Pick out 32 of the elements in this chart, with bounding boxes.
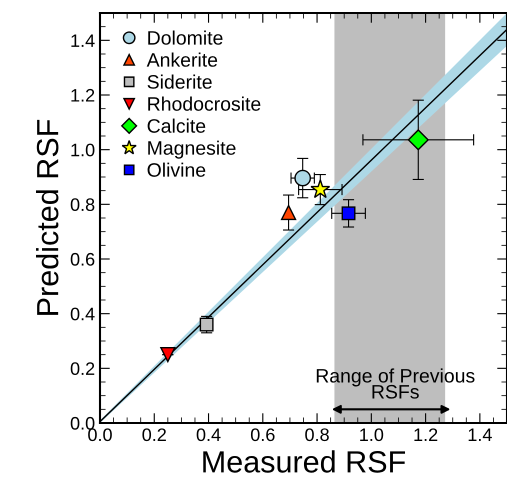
- x-tick-label: 0.8: [305, 428, 329, 442]
- legend-label: Siderite: [148, 74, 212, 89]
- legend-label: Ankerite: [146, 52, 218, 67]
- y-tick-label: 1.0: [71, 144, 94, 156]
- x-tick-label: 0.4: [196, 428, 221, 442]
- y-axis-title: Predicted RSF: [36, 120, 58, 315]
- y-tick-label: 1.4: [71, 34, 95, 47]
- x-tick-label: 0.0: [88, 428, 112, 442]
- x-tick-label: 0.2: [142, 428, 166, 442]
- y-tick-label: 0.6: [70, 252, 94, 266]
- point: [160, 347, 176, 362]
- x-tick-label: 1.0: [360, 428, 384, 442]
- legend-label: Magnesite: [148, 140, 236, 159]
- legend-label: Calcite: [148, 118, 206, 133]
- y-tick-label: 0.2: [70, 362, 94, 376]
- point: [408, 129, 429, 150]
- y-tick-label: 0.0: [70, 416, 94, 430]
- legend-label: Dolomite: [148, 30, 223, 45]
- y-tick-label: 1.2: [71, 88, 94, 102]
- legend-label: Olivine: [148, 162, 206, 177]
- y-tick-label: 0.8: [70, 198, 94, 212]
- band-label: Range of Previous RSFs: [316, 368, 474, 399]
- point: [294, 170, 312, 186]
- point: [310, 179, 330, 198]
- x-axis-title: Measured RSF: [203, 450, 406, 473]
- point: [342, 206, 356, 220]
- x-tick-label: 1.2: [414, 428, 438, 441]
- x-tick-label: 1.4: [468, 428, 492, 441]
- x-tick-label: 0.6: [250, 428, 275, 442]
- legend-label: Rhodocrosite: [148, 96, 260, 111]
- point: [280, 204, 296, 220]
- y-tick-label: 0.4: [70, 308, 95, 320]
